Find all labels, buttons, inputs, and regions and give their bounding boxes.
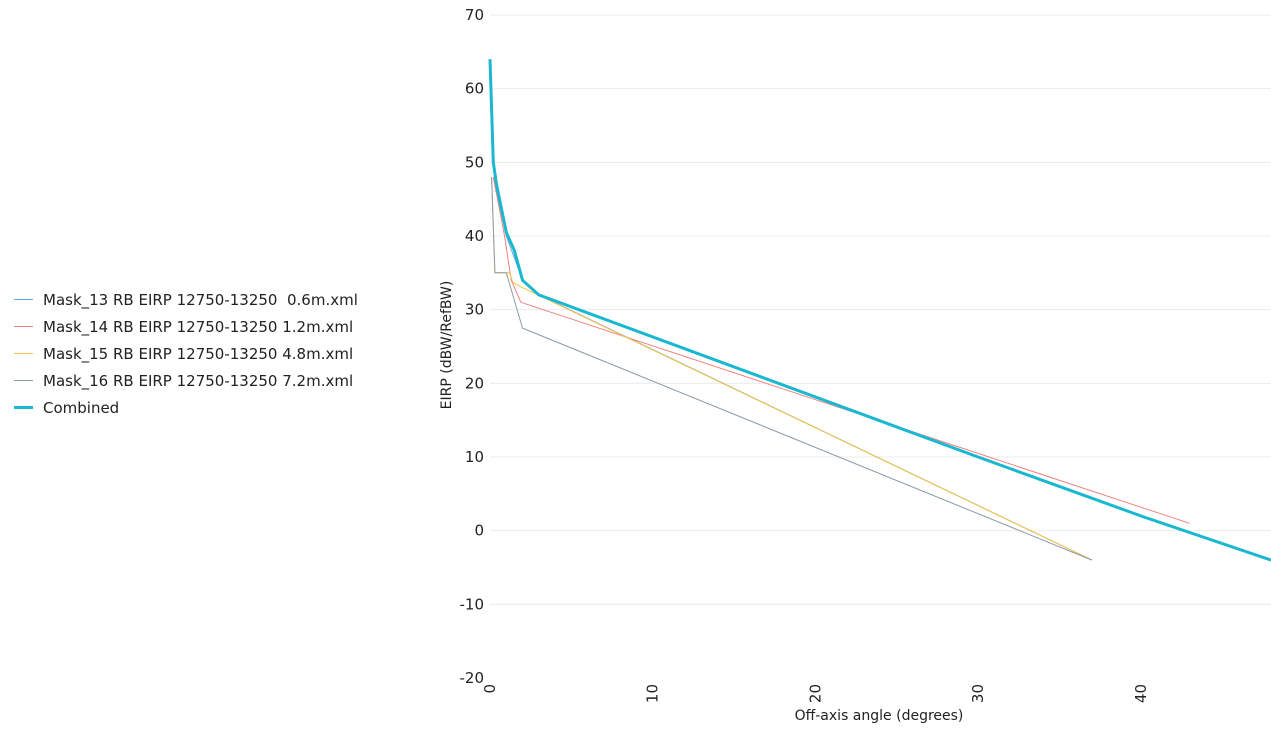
legend-item-1[interactable]: Mask_13 RB EIRP 12750-13250 0.6m.xml [14, 286, 434, 313]
y-tick-label: 70 [465, 6, 484, 24]
legend-item-5[interactable]: Combined [14, 394, 434, 421]
series-line-5 [488, 59, 1271, 562]
series-line-3 [491, 177, 1093, 561]
x-tick-label: 40 [1132, 684, 1150, 703]
legend-label: Combined [43, 398, 120, 417]
x-axis-ticks: 0 10 20 30 40 [481, 684, 1150, 703]
x-tick-label: 30 [969, 684, 987, 703]
y-tick-label: 40 [465, 227, 484, 245]
legend-swatch [14, 406, 33, 409]
x-tick-label: 10 [644, 684, 662, 703]
legend-label: Mask_16 RB EIRP 12750-13250 7.2m.xml [43, 371, 354, 390]
y-tick-label: -10 [460, 595, 485, 613]
legend-swatch [14, 326, 33, 327]
legend: Mask_13 RB EIRP 12750-13250 0.6m.xml Mask… [14, 286, 434, 421]
y-tick-label: 10 [465, 448, 484, 466]
y-tick-label: 0 [474, 522, 484, 540]
gridlines [490, 14, 1271, 605]
x-tick-label: 20 [806, 684, 824, 703]
y-tick-label: 20 [465, 374, 484, 392]
legend-item-4[interactable]: Mask_16 RB EIRP 12750-13250 7.2m.xml [14, 367, 434, 394]
x-axis-title: Off-axis angle (degrees) [795, 708, 964, 724]
y-tick-label: 50 [465, 153, 484, 171]
series-line-4 [491, 177, 1093, 561]
legend-label: Mask_15 RB EIRP 12750-13250 4.8m.xml [43, 344, 354, 363]
legend-swatch [14, 299, 33, 300]
legend-item-3[interactable]: Mask_15 RB EIRP 12750-13250 4.8m.xml [14, 340, 434, 367]
series-line-1 [492, 176, 1093, 561]
legend-label: Mask_14 RB EIRP 12750-13250 1.2m.xml [43, 317, 354, 336]
y-tick-label: 30 [465, 301, 484, 319]
y-axis-title: EIRP (dBW/RefBW) [439, 281, 455, 410]
y-axis-ticks: -20 -10 0 10 20 30 40 50 60 70 [460, 6, 485, 687]
x-tick-label: 0 [481, 684, 499, 694]
series-line-2 [492, 177, 1190, 524]
y-tick-label: -20 [460, 669, 485, 687]
y-tick-label: 60 [465, 80, 484, 98]
series-lines [488, 59, 1271, 562]
legend-swatch [14, 380, 33, 381]
legend-item-2[interactable]: Mask_14 RB EIRP 12750-13250 1.2m.xml [14, 313, 434, 340]
legend-swatch [14, 353, 33, 354]
legend-label: Mask_13 RB EIRP 12750-13250 0.6m.xml [43, 290, 358, 309]
